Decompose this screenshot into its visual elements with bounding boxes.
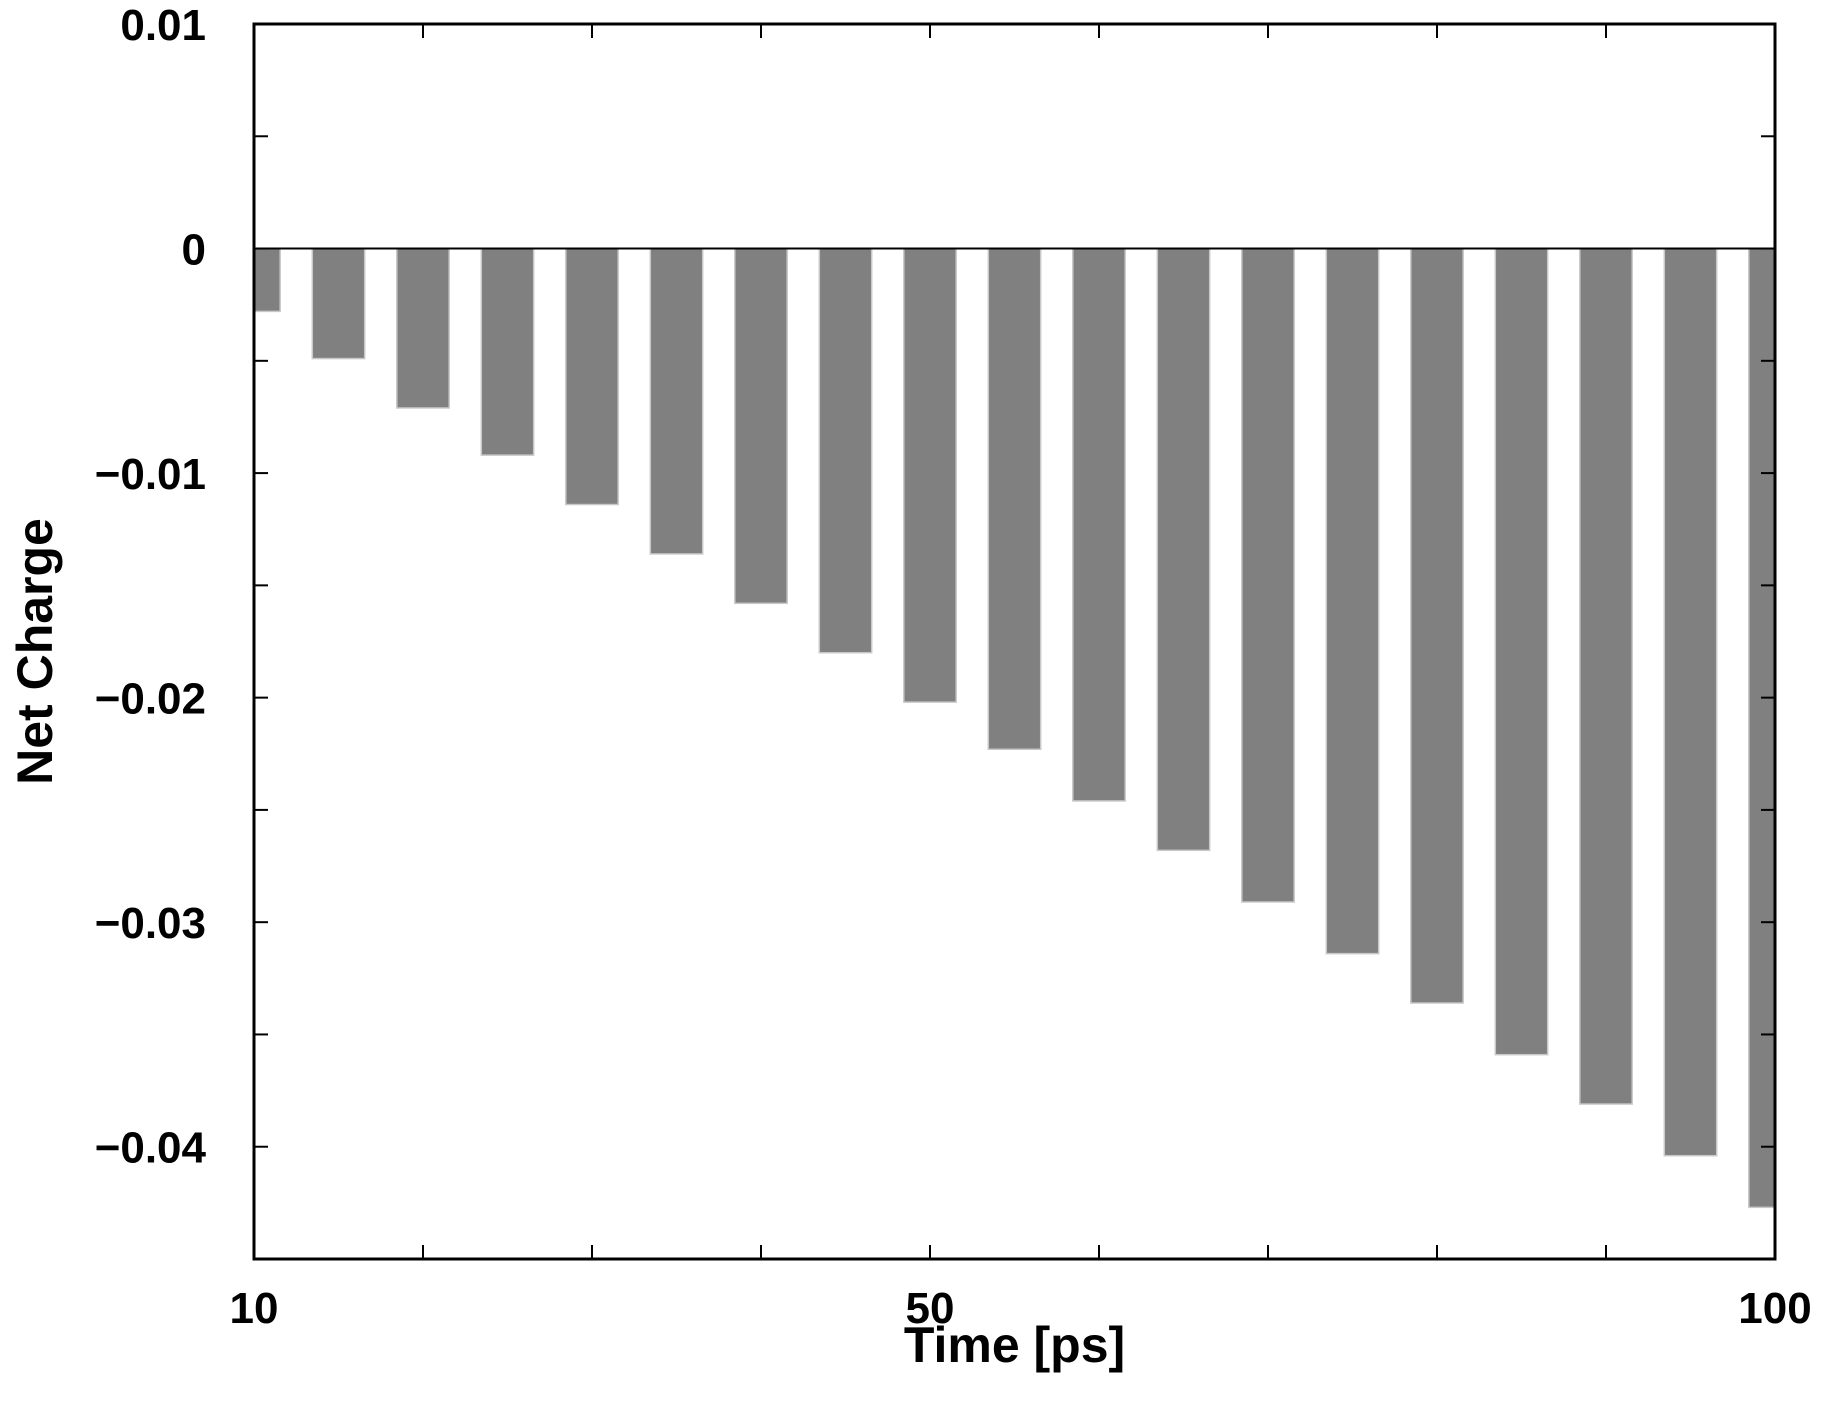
- y-tick-label--0.04: −0.04: [95, 1124, 207, 1173]
- ticks-group: [253, 23, 1776, 1259]
- bar-65: [1156, 247, 1211, 852]
- bar-50: [903, 247, 957, 703]
- x-axis-label: Time [ps]: [904, 1317, 1125, 1373]
- bar-45: [818, 247, 873, 654]
- x-tick-label-10: 10: [230, 1284, 279, 1333]
- bar-20: [396, 247, 450, 409]
- bar-55: [987, 247, 1042, 751]
- bar-90: [1579, 247, 1633, 1105]
- y-tick-label--0.01: −0.01: [95, 450, 206, 499]
- bar-100: [1748, 247, 1775, 1209]
- y-tick-label-0.01: 0.01: [120, 1, 206, 50]
- bar-30: [565, 247, 619, 506]
- y-axis-label: Net Charge: [7, 518, 63, 785]
- bar-85: [1494, 247, 1549, 1056]
- bar-70: [1241, 247, 1295, 903]
- bar-10: [254, 247, 281, 313]
- bar-80: [1410, 247, 1464, 1004]
- bar-40: [734, 247, 788, 605]
- bar-25: [480, 247, 535, 456]
- y-tick-label--0.02: −0.02: [95, 675, 206, 724]
- tick-labels-group: 10 50 100 0.01 0 −0.01 −0.02 −0.03 −0.04: [95, 1, 1812, 1333]
- bar-75: [1325, 247, 1380, 955]
- bar-15: [311, 247, 366, 360]
- bar-60: [1072, 247, 1126, 802]
- x-tick-label-100: 100: [1738, 1284, 1811, 1333]
- bar-95: [1663, 247, 1718, 1157]
- y-tick-label-0: 0: [182, 226, 206, 275]
- bars-group: [254, 247, 1775, 1209]
- x-tick-label-50: 50: [906, 1284, 955, 1333]
- plot-frame: [252, 22, 1777, 1261]
- bar-35: [649, 247, 704, 555]
- y-tick-label--0.03: −0.03: [95, 899, 206, 948]
